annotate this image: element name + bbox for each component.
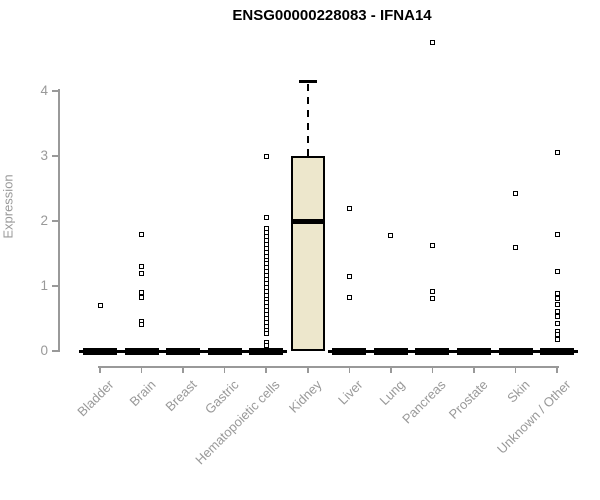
y-axis-tick (52, 285, 58, 287)
outlier-point (139, 290, 145, 295)
x-axis-line (98, 366, 560, 368)
y-axis-tick (52, 155, 58, 157)
whisker-nub-left (245, 350, 250, 353)
whisker-nub-right (407, 350, 412, 353)
whisker-nub-right (200, 350, 205, 353)
outlier-point (388, 232, 394, 238)
x-axis-tick (140, 366, 143, 373)
collapsed-box (124, 348, 159, 355)
upper-whisker (306, 84, 309, 156)
outlier-point (139, 231, 145, 237)
whisker-nub-right (241, 350, 246, 353)
x-axis-tick (223, 366, 226, 373)
y-tick-label: 3 (40, 148, 48, 163)
outlier-point (554, 231, 560, 237)
outlier-point (346, 295, 352, 301)
collapsed-box (332, 348, 367, 355)
x-axis-tick (348, 366, 351, 373)
whisker-nub-right (158, 350, 163, 353)
y-axis-line (58, 89, 60, 352)
outlier-point (513, 191, 518, 197)
outlier-point (429, 295, 435, 301)
whisker-nub-right (117, 350, 121, 353)
whisker-nub-left (162, 350, 167, 353)
whisker-nub-right (449, 350, 454, 353)
collapsed-box (207, 348, 242, 355)
whisker-nub-left (120, 350, 125, 353)
collapsed-box (373, 348, 408, 355)
outlier-point (554, 301, 560, 307)
y-axis-tick (52, 220, 58, 222)
outlier-point (429, 39, 435, 45)
outlier-point (554, 314, 560, 320)
outlier-point (97, 303, 103, 308)
whisker-nub-right (532, 350, 537, 353)
outlier-point (554, 336, 560, 342)
whisker-nub-right (366, 350, 371, 353)
outlier-point (139, 270, 145, 276)
collapsed-box (249, 348, 284, 355)
whisker-nub-left (494, 350, 499, 353)
y-axis-tick (52, 90, 58, 92)
outlier-point (346, 273, 352, 279)
outlier-point (429, 288, 435, 294)
whisker-nub-left (369, 350, 374, 353)
outlier-point (139, 321, 145, 327)
median-line (290, 218, 325, 224)
outlier-point (554, 269, 560, 275)
collapsed-box (166, 348, 201, 355)
y-tick-label: 0 (40, 343, 48, 358)
whisker-nub-left (536, 350, 541, 353)
x-axis-tick (265, 366, 267, 373)
collapsed-box (540, 348, 575, 355)
whisker-nub-left (328, 350, 333, 353)
outlier-point (554, 290, 560, 296)
y-tick-label: 1 (40, 278, 48, 293)
y-tick-label: 2 (40, 213, 48, 228)
whisker-cap (298, 80, 317, 84)
whisker-nub-right (283, 350, 288, 353)
whisker-nub-right (574, 350, 579, 353)
x-axis-tick (514, 366, 517, 373)
collapsed-box (83, 348, 117, 355)
whisker-nub-left (203, 350, 208, 353)
whisker-nub-left (411, 350, 416, 353)
x-axis-tick (182, 366, 184, 373)
x-axis-tick (99, 366, 101, 373)
whisker-nub-right (490, 350, 495, 353)
outlier-point (139, 264, 145, 269)
x-axis-tick (473, 366, 475, 373)
x-axis-tick (307, 366, 309, 373)
outlier-point (429, 243, 435, 249)
outlier-point (554, 295, 560, 301)
collapsed-box (415, 348, 450, 355)
outlier-point (554, 308, 560, 314)
outlier-point (513, 244, 518, 250)
outlier-point (263, 215, 269, 221)
whisker-nub-left (79, 350, 83, 353)
chart-title: ENSG00000228083 - IFNA14 (232, 7, 432, 24)
collapsed-box (456, 348, 491, 355)
outlier-point (346, 205, 352, 211)
y-axis-tick (52, 350, 58, 352)
whisker-nub-left (452, 350, 457, 353)
outlier-point (263, 343, 269, 349)
collapsed-box (498, 348, 533, 355)
box-body (290, 156, 325, 351)
outlier-point (139, 294, 145, 300)
outlier-point (263, 153, 269, 159)
x-axis-tick (390, 366, 392, 373)
x-axis-tick (431, 366, 434, 373)
outlier-point (263, 330, 269, 336)
outlier-point (554, 332, 560, 338)
x-axis-tick (556, 366, 558, 373)
y-tick-label: 4 (40, 83, 48, 98)
outlier-point (554, 321, 560, 327)
outlier-point (554, 150, 560, 156)
